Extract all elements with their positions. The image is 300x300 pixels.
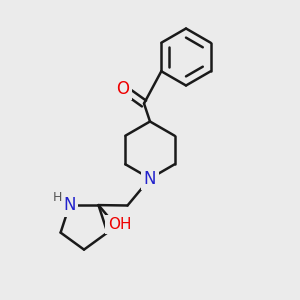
Text: OH: OH: [108, 217, 131, 232]
Text: N: N: [63, 196, 76, 214]
Text: H: H: [52, 191, 62, 204]
Text: N: N: [144, 169, 156, 188]
Text: O: O: [116, 80, 130, 98]
